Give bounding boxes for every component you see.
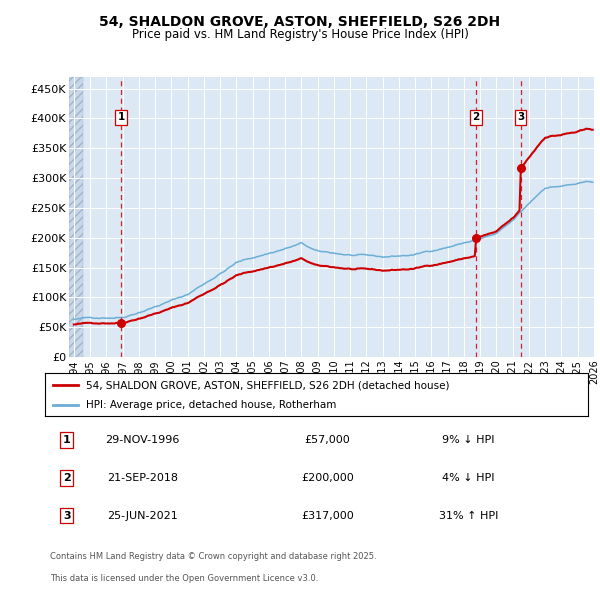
Text: 25-JUN-2021: 25-JUN-2021 [107, 511, 178, 520]
Text: £317,000: £317,000 [301, 511, 354, 520]
Text: 29-NOV-1996: 29-NOV-1996 [106, 435, 180, 445]
Text: 21-SEP-2018: 21-SEP-2018 [107, 473, 178, 483]
Text: This data is licensed under the Open Government Licence v3.0.: This data is licensed under the Open Gov… [50, 574, 319, 583]
Text: 3: 3 [63, 511, 71, 520]
Text: 31% ↑ HPI: 31% ↑ HPI [439, 511, 498, 520]
Text: 1: 1 [118, 112, 125, 122]
Text: 9% ↓ HPI: 9% ↓ HPI [442, 435, 495, 445]
Text: 2: 2 [472, 112, 479, 122]
Text: £200,000: £200,000 [301, 473, 354, 483]
Text: 54, SHALDON GROVE, ASTON, SHEFFIELD, S26 2DH (detached house): 54, SHALDON GROVE, ASTON, SHEFFIELD, S26… [86, 381, 449, 391]
Text: Contains HM Land Registry data © Crown copyright and database right 2025.: Contains HM Land Registry data © Crown c… [50, 552, 377, 560]
Text: HPI: Average price, detached house, Rotherham: HPI: Average price, detached house, Roth… [86, 401, 336, 410]
Text: 3: 3 [517, 112, 524, 122]
Text: 54, SHALDON GROVE, ASTON, SHEFFIELD, S26 2DH: 54, SHALDON GROVE, ASTON, SHEFFIELD, S26… [100, 15, 500, 29]
Text: 2: 2 [63, 473, 71, 483]
Text: £57,000: £57,000 [304, 435, 350, 445]
Text: 4% ↓ HPI: 4% ↓ HPI [442, 473, 495, 483]
Text: 1: 1 [63, 435, 71, 445]
Bar [69, 77, 83, 357]
Text: Price paid vs. HM Land Registry's House Price Index (HPI): Price paid vs. HM Land Registry's House … [131, 28, 469, 41]
